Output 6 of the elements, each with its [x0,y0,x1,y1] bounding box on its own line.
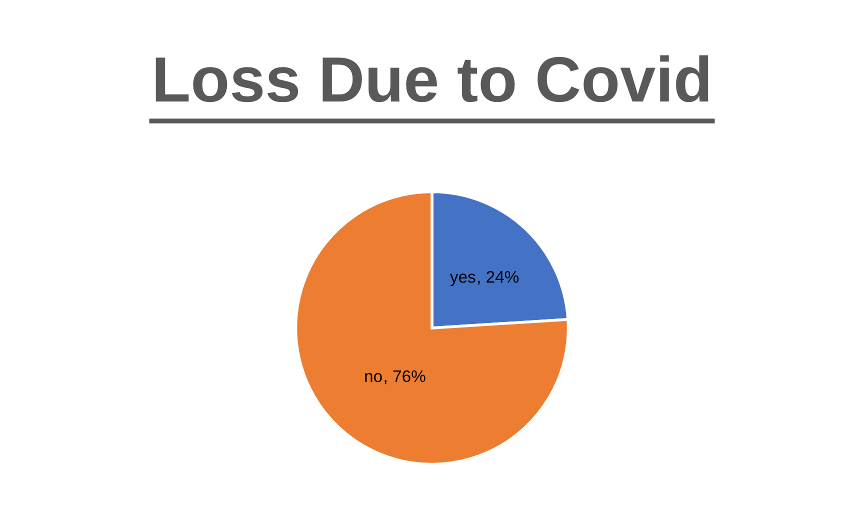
chart-title: Loss Due to Covid [156,55,708,102]
data-label: , 76% [384,370,426,384]
pie-slice [294,190,570,466]
slice-label: yes [450,274,476,286]
data-label: , 24% [478,271,519,285]
slice-label: no [365,373,382,382]
